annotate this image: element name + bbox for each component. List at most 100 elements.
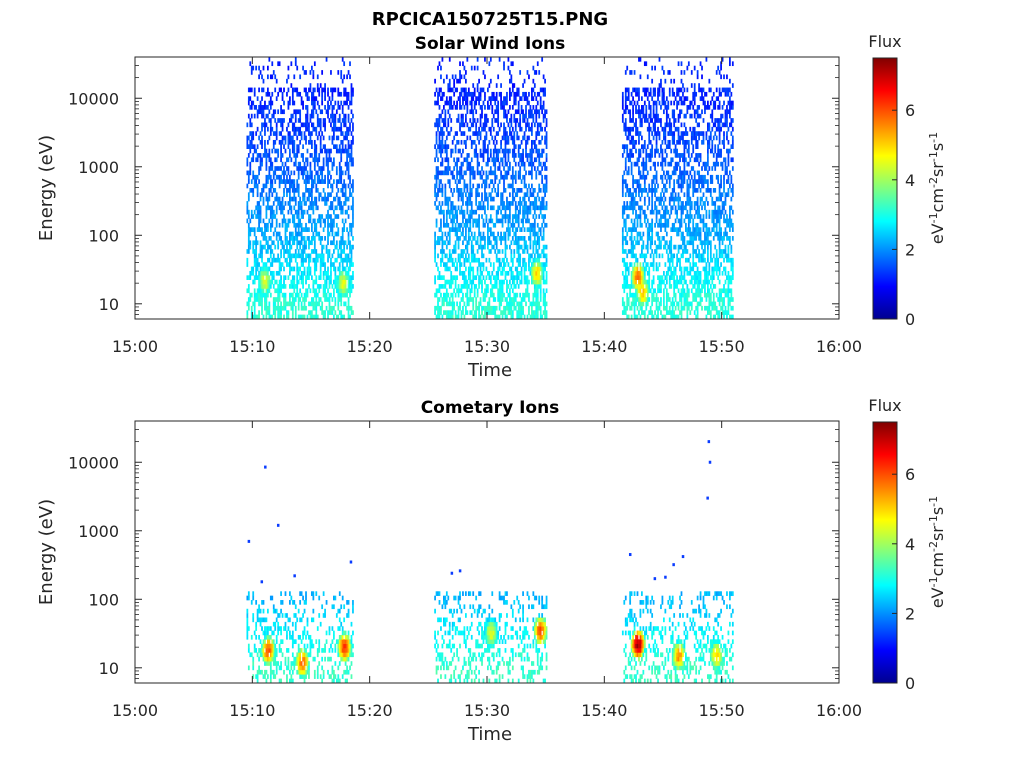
spectrogram-cell <box>535 205 538 211</box>
spectrogram-cell <box>312 284 315 289</box>
spectrogram-cell <box>639 174 642 180</box>
spectrogram-cell <box>450 87 453 93</box>
spectrogram-cell <box>506 113 508 119</box>
spectrogram-cell <box>516 240 519 246</box>
spectrogram-cell <box>300 253 303 259</box>
spectrogram-cell <box>271 214 274 219</box>
spectrogram-cell <box>476 183 479 189</box>
spectrogram-cell <box>488 192 491 198</box>
spectrogram-cell <box>506 205 508 211</box>
spectrogram-cell <box>265 314 268 319</box>
spectrogram-cell <box>289 135 291 141</box>
spectrogram-cell <box>536 240 539 246</box>
spectrogram-cell <box>642 166 645 171</box>
spectrogram-cell <box>262 275 265 280</box>
spectrogram-cell <box>290 266 293 272</box>
spectrogram-cell <box>541 236 544 241</box>
spectrogram-cell <box>450 148 453 154</box>
spectrogram-cell <box>500 218 502 224</box>
spectrogram-cell <box>454 74 457 80</box>
spectrogram-cell <box>517 170 520 176</box>
spectrogram-cell <box>523 113 526 119</box>
spectrogram-cell <box>642 279 645 285</box>
spectrogram-cell <box>621 214 624 219</box>
spectrogram-cell <box>448 240 451 246</box>
spectrogram-cell <box>347 305 350 311</box>
spectrogram-cell <box>503 310 505 315</box>
spectrogram-cell <box>448 227 451 232</box>
spectrogram-cell <box>447 109 450 115</box>
spectrogram-cell <box>443 218 445 224</box>
spectrogram-cell <box>261 249 263 254</box>
spectrogram-cell <box>269 314 272 319</box>
spectrogram-cell <box>661 87 664 93</box>
spectrogram-cell <box>460 188 463 193</box>
spectrogram-cell <box>473 139 476 145</box>
spectrogram-cell <box>649 109 652 115</box>
spectrogram-cell <box>460 166 463 171</box>
spectrogram-cell <box>437 96 439 101</box>
spectrogram-cell <box>250 214 253 219</box>
spectrogram-cell <box>340 275 343 280</box>
spectrogram-cell <box>469 135 472 141</box>
spectrogram-cell <box>667 170 670 176</box>
spectrogram-cell <box>627 227 630 232</box>
spectrogram-cell <box>665 310 668 315</box>
spectrogram-cell <box>268 266 271 272</box>
spectrogram-cell <box>444 266 447 272</box>
spectrogram-cell <box>324 314 326 319</box>
spectrogram-cell <box>463 183 466 189</box>
spectrogram-cell <box>250 87 253 93</box>
spectrogram-cell <box>630 126 633 132</box>
spectrogram-cell <box>290 61 293 67</box>
spectrogram-cell <box>545 301 548 307</box>
spectrogram-cell <box>337 231 340 237</box>
spectrogram-cell <box>509 227 511 232</box>
spectrogram-cell <box>519 310 522 315</box>
spectrogram-cell <box>652 126 655 132</box>
spectrogram-cell <box>485 148 488 154</box>
spectrogram-cell <box>297 201 300 206</box>
spectrogram-cell <box>539 227 542 232</box>
spectrogram-cell <box>638 205 640 211</box>
spectrogram-cell <box>646 126 649 132</box>
spectrogram-cell <box>441 131 444 136</box>
spectrogram-cell <box>629 188 632 193</box>
spectrogram-cell <box>253 227 256 232</box>
spectrogram-cell <box>441 96 444 101</box>
spectrogram-cell <box>275 192 278 198</box>
spectrogram-cell <box>459 74 461 80</box>
spectrogram-cell <box>305 297 307 302</box>
spectrogram-cell <box>454 105 457 110</box>
spectrogram-cell <box>664 196 667 202</box>
spectrogram-cell <box>636 284 639 289</box>
spectrogram-cell <box>639 236 642 241</box>
spectrogram-cell <box>249 227 252 232</box>
spectrogram-cell <box>443 214 445 219</box>
spectrogram-cell <box>514 214 517 219</box>
spectrogram-cell <box>283 275 285 280</box>
spectrogram-cell <box>532 96 535 101</box>
spectrogram-cell <box>484 222 486 228</box>
spectrogram-cell <box>316 253 319 259</box>
spectrogram-cell <box>479 205 482 211</box>
spectrogram-cell <box>344 196 347 202</box>
spectrogram-cell <box>311 301 313 307</box>
spectrogram-cell <box>291 305 294 311</box>
spectrogram-cell <box>500 262 502 267</box>
spectrogram-cell <box>503 153 505 158</box>
spectrogram-cell <box>636 126 639 132</box>
spectrogram-cell <box>450 284 453 289</box>
spectrogram-cell <box>290 236 293 241</box>
spectrogram-cell <box>517 262 520 267</box>
spectrogram-cell <box>309 192 312 198</box>
spectrogram-cell <box>286 236 288 241</box>
spectrogram-cell <box>632 126 634 132</box>
spectrogram-cell <box>322 166 325 171</box>
spectrogram-cell <box>322 161 325 167</box>
spectrogram-cell <box>657 222 659 228</box>
spectrogram-cell <box>247 135 250 141</box>
spectrogram-cell <box>312 96 315 101</box>
spectrogram-cell <box>309 288 312 294</box>
spectrogram-cell <box>661 279 664 285</box>
